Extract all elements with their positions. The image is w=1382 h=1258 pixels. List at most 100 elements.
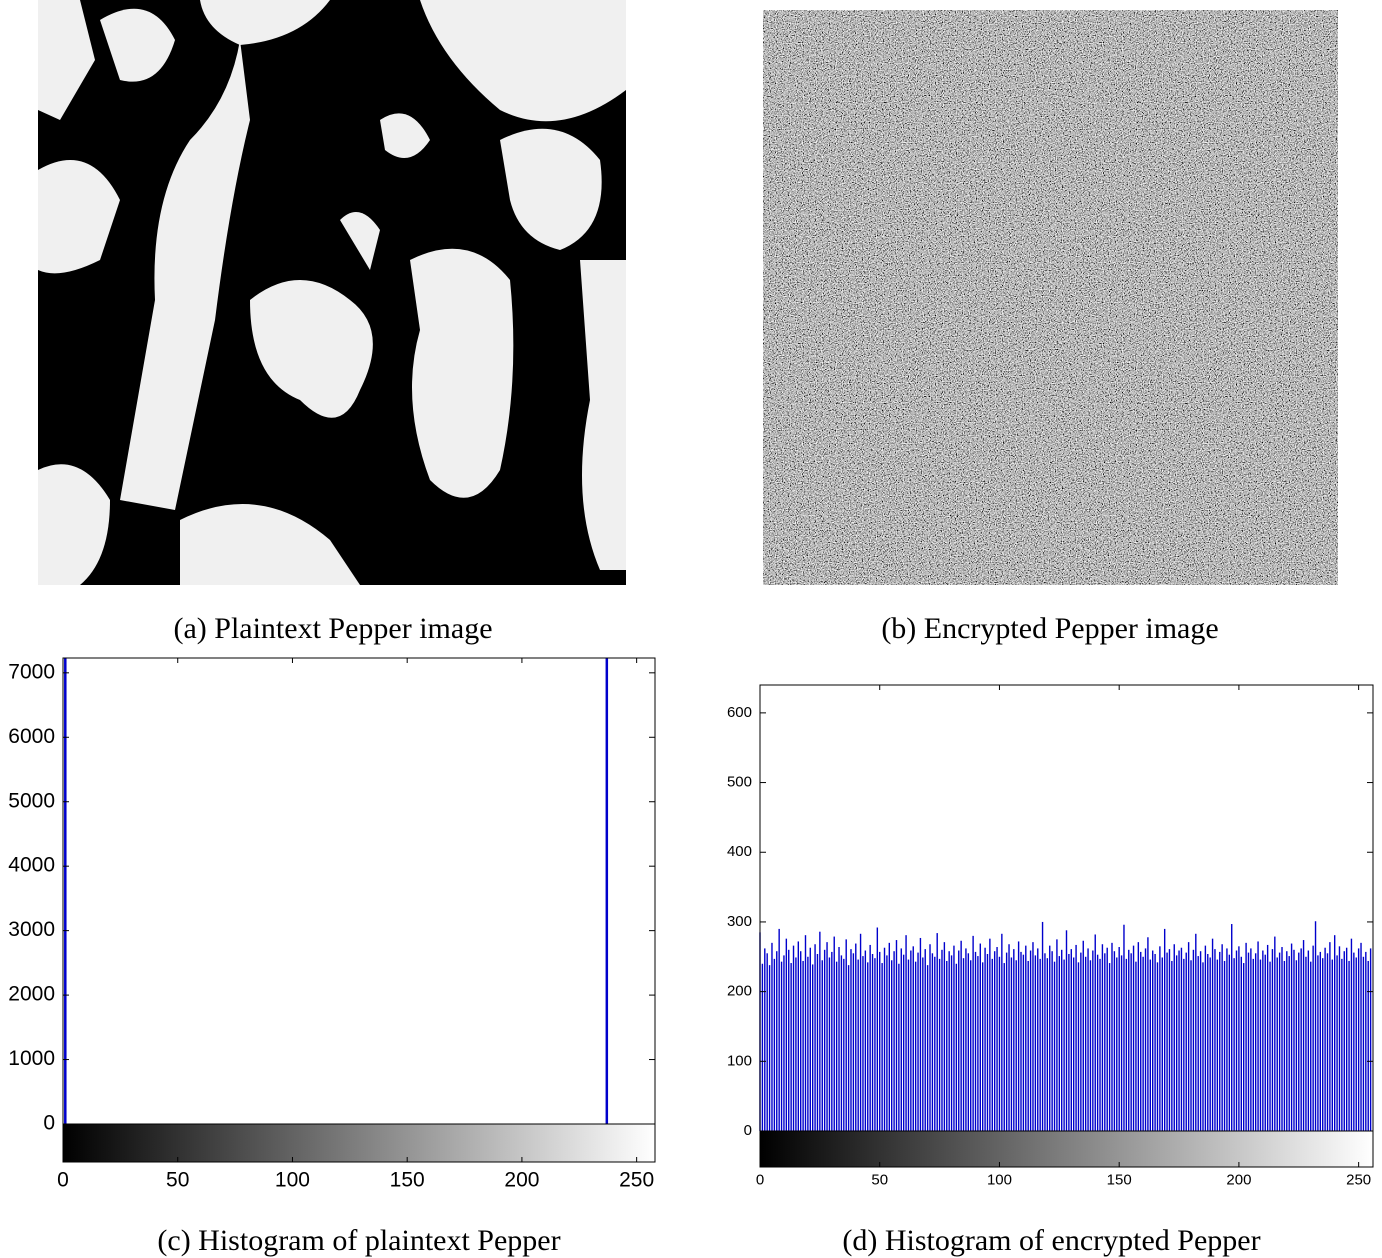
bar xyxy=(1276,957,1278,1131)
x-tick-label: 50 xyxy=(166,1168,189,1191)
bar xyxy=(972,935,974,1131)
bar xyxy=(981,962,984,1131)
bar xyxy=(1108,963,1111,1131)
bar xyxy=(1341,958,1343,1131)
bar xyxy=(1293,949,1295,1131)
bar xyxy=(1362,956,1365,1131)
bar xyxy=(1333,935,1336,1131)
bar xyxy=(778,928,780,1131)
bar xyxy=(1092,950,1094,1131)
bar xyxy=(1154,953,1156,1131)
bar xyxy=(1051,951,1053,1131)
bar xyxy=(1226,948,1228,1131)
bar xyxy=(1259,959,1262,1131)
bar xyxy=(1032,942,1034,1131)
bar xyxy=(1233,958,1235,1131)
y-tick-label: 500 xyxy=(727,774,752,791)
bar xyxy=(883,947,886,1131)
bar xyxy=(895,940,898,1131)
bar xyxy=(867,962,869,1131)
bar xyxy=(1283,960,1286,1131)
bar xyxy=(871,953,874,1131)
bar xyxy=(924,949,926,1131)
bar xyxy=(605,658,609,1124)
y-tick-label: 400 xyxy=(727,843,752,860)
bar xyxy=(1238,946,1240,1131)
y-tick-label: 600 xyxy=(727,704,752,721)
bar xyxy=(1355,957,1357,1131)
bar xyxy=(1173,944,1175,1131)
bar xyxy=(764,948,766,1131)
x-tick-label: 150 xyxy=(1107,1171,1132,1188)
bar xyxy=(1211,938,1214,1131)
bar xyxy=(1003,963,1005,1131)
bar xyxy=(831,951,833,1131)
bar xyxy=(1183,958,1185,1131)
bar xyxy=(902,954,905,1131)
x-tick-label: 250 xyxy=(619,1168,654,1191)
bar xyxy=(1343,951,1345,1131)
bar xyxy=(838,947,840,1131)
bar xyxy=(912,946,914,1131)
bar xyxy=(1331,959,1333,1131)
bar xyxy=(1082,940,1084,1131)
bar xyxy=(804,935,807,1131)
bar xyxy=(993,951,996,1131)
bar xyxy=(869,944,871,1131)
bar xyxy=(1116,957,1118,1131)
bar xyxy=(1037,948,1039,1131)
bar xyxy=(965,948,967,1131)
bar xyxy=(1257,941,1259,1131)
bar xyxy=(1087,948,1089,1131)
bar xyxy=(970,960,972,1131)
bar xyxy=(1223,960,1226,1131)
bar xyxy=(881,963,883,1131)
bar xyxy=(1099,958,1101,1131)
bar xyxy=(1175,955,1178,1131)
encrypted-image xyxy=(763,10,1338,585)
bar xyxy=(1120,955,1123,1131)
x-tick-label: 150 xyxy=(390,1168,425,1191)
bar xyxy=(1029,950,1032,1131)
bar xyxy=(847,965,850,1131)
bar xyxy=(850,949,852,1131)
bar xyxy=(790,963,792,1131)
bar xyxy=(1010,957,1013,1131)
bar xyxy=(1053,961,1056,1131)
bar xyxy=(1298,952,1300,1131)
bar xyxy=(776,951,778,1131)
bar xyxy=(1252,958,1254,1131)
y-tick-label: 4000 xyxy=(8,854,55,877)
bar xyxy=(898,963,900,1131)
bar xyxy=(1041,921,1044,1131)
bar xyxy=(962,958,965,1131)
caption: (c) Histogram of plaintext Pepper xyxy=(157,1224,560,1257)
bar xyxy=(1094,934,1096,1131)
bar xyxy=(1020,951,1022,1131)
bar xyxy=(1367,960,1369,1131)
bar xyxy=(1221,944,1223,1131)
bar xyxy=(1209,957,1211,1131)
bar xyxy=(958,950,960,1131)
bar xyxy=(1312,945,1314,1131)
bar xyxy=(900,948,902,1131)
bar xyxy=(886,955,888,1131)
bar xyxy=(907,959,910,1131)
bar xyxy=(792,945,795,1131)
bar xyxy=(926,965,929,1131)
bar xyxy=(1242,963,1245,1131)
x-tick-label: 0 xyxy=(756,1171,764,1188)
bar xyxy=(1142,956,1144,1131)
y-tick-label: 2000 xyxy=(8,983,55,1006)
bar xyxy=(819,931,821,1131)
bar xyxy=(1185,952,1187,1131)
bar xyxy=(1317,955,1319,1131)
y-tick-label: 0 xyxy=(43,1112,55,1135)
x-tick-label: 0 xyxy=(57,1168,69,1191)
bar xyxy=(802,960,804,1131)
bar xyxy=(64,658,67,1124)
bar xyxy=(1281,947,1283,1131)
bar xyxy=(1216,959,1219,1131)
bar xyxy=(1163,928,1166,1131)
bar xyxy=(946,960,948,1131)
